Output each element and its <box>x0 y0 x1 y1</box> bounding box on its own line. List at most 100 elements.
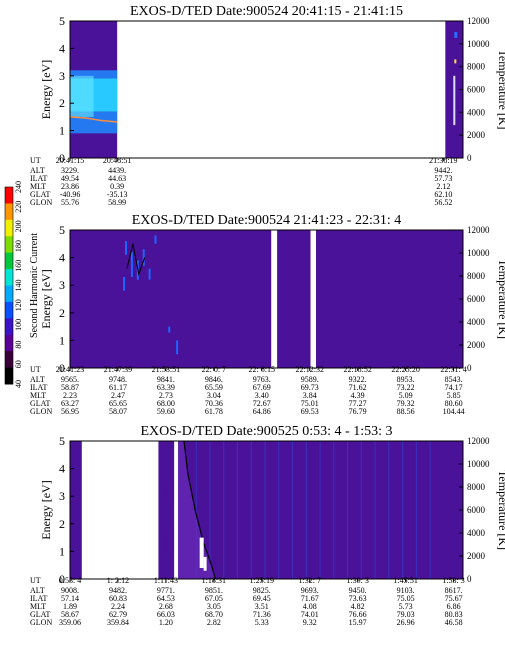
y2-axis-label: Temperature [K] <box>496 259 505 339</box>
colorbar-segment <box>5 236 13 254</box>
y-tick-label: 4 <box>59 462 65 476</box>
streak <box>429 441 431 579</box>
orbit-row-label: GLAT <box>30 190 51 199</box>
orbit-value-glat: 79.32 <box>397 399 415 408</box>
plot-content <box>70 21 463 158</box>
colorbar-segment <box>5 351 13 369</box>
scatter-feature <box>176 340 179 355</box>
orbit-value-ilat: 75.67 <box>445 594 463 603</box>
orbit-value-glat: 62.79 <box>109 610 127 619</box>
orbit-value-mlt: 0.39 <box>110 182 124 191</box>
orbit-value-glat: 71.36 <box>253 610 271 619</box>
orbit-value-glon: 46.58 <box>445 618 463 627</box>
y-tick-label: 3 <box>59 69 65 83</box>
streak <box>347 441 349 579</box>
spike-feature <box>454 59 457 64</box>
colorbar-segment <box>5 367 13 385</box>
orbit-value-glon: 59.60 <box>157 407 175 416</box>
orbit-value-ilat: 73.22 <box>397 383 415 392</box>
orbit-row-label: GLAT <box>30 610 51 619</box>
orbit-value-ut: 20:41:15 <box>56 156 84 165</box>
scatter-feature <box>130 252 133 277</box>
gap-patch <box>203 556 207 571</box>
orbit-value-glat: 68.00 <box>157 399 175 408</box>
orbit-value-glon: 26.96 <box>397 618 415 627</box>
y2-tick-label: 8000 <box>467 62 486 72</box>
y-tick-label: 2 <box>59 306 65 320</box>
orbit-row-label: MLT <box>30 602 46 611</box>
orbit-row-label: GLON <box>30 618 52 627</box>
orbit-value-alt: 9841. <box>157 375 175 384</box>
orbit-row-label: GLON <box>30 407 52 416</box>
colorbar-segment <box>5 187 13 204</box>
orbit-value-alt: 9482. <box>109 586 127 595</box>
y2-axis-label: Temperature [K] <box>496 470 505 550</box>
orbit-value-glat: 72.67 <box>253 399 271 408</box>
orbit-row-label: UT <box>30 365 41 374</box>
y-tick-label: 5 <box>59 434 65 448</box>
orbit-value-mlt: 1.89 <box>63 602 77 611</box>
orbit-value-mlt: 2.68 <box>159 602 173 611</box>
colorbar-tick-label: 240 <box>14 181 23 193</box>
orbit-row-label: ILAT <box>30 594 47 603</box>
orbit-value-ilat: 75.05 <box>397 594 415 603</box>
spike-feature <box>454 31 458 38</box>
streak <box>388 441 390 579</box>
colorbar-segment <box>5 285 13 303</box>
streak <box>333 441 335 579</box>
y2-tick-label: 4000 <box>467 528 486 538</box>
orbit-value-mlt: 3.51 <box>255 602 269 611</box>
orbit-value-mlt: 2.73 <box>159 391 173 400</box>
orbit-value-alt: 8617. <box>445 586 463 595</box>
orbit-value-glat: 63.27 <box>61 399 79 408</box>
orbit-value-ilat: 65.59 <box>205 383 223 392</box>
orbit-value-mlt: 4.82 <box>351 602 365 611</box>
y-axis-label: Energy [eV] <box>39 269 53 328</box>
orbit-value-ut: 21:47:39 <box>104 365 132 374</box>
colorbar-tick-label: 40 <box>14 380 23 388</box>
orbit-value-mlt: 3.84 <box>303 391 317 400</box>
colorbar-tick-label: 220 <box>14 201 23 213</box>
colorbar-segment <box>5 269 13 286</box>
orbit-value-ilat: 71.62 <box>349 383 367 392</box>
orbit-value-glon: 15.97 <box>349 618 367 627</box>
colorbar-tick-label: 200 <box>14 220 23 232</box>
y2-tick-label: 0 <box>467 153 472 163</box>
orbit-row-label: MLT <box>30 182 46 191</box>
orbit-value-glat: 80.60 <box>445 399 463 408</box>
colorbar-segment <box>5 219 13 237</box>
panel-title: EXOS-D/TED Date:900524 20:41:15 - 21:41:… <box>130 4 403 19</box>
scatter-feature <box>123 276 126 291</box>
orbit-value-glat: 58.67 <box>61 610 79 619</box>
orbit-value-ut: 1:32: 7 <box>299 576 321 585</box>
y-axis-label: Energy [eV] <box>39 60 53 119</box>
ion-band-peak <box>70 75 94 117</box>
orbit-value-glon: 64.86 <box>253 407 271 416</box>
streak <box>415 441 417 579</box>
orbit-value-mlt: 3.40 <box>255 391 269 400</box>
orbit-value-alt: 9846. <box>205 375 223 384</box>
orbit-value-glat: -40.96 <box>60 190 81 199</box>
y2-tick-label: 4000 <box>467 107 486 117</box>
orbit-row-label: ALT <box>30 166 45 175</box>
orbit-value-ilat: 49.54 <box>61 174 79 183</box>
scatter-feature <box>168 326 171 333</box>
orbit-value-ilat: 60.83 <box>109 594 127 603</box>
orbit-value-ilat: 44.63 <box>108 174 126 183</box>
orbit-value-alt: 9748. <box>109 375 127 384</box>
orbit-value-alt: 4439. <box>108 166 126 175</box>
orbit-value-glat: -35.13 <box>107 190 128 199</box>
data-segment <box>316 230 463 368</box>
orbit-value-mlt: 2.47 <box>111 391 125 400</box>
orbit-value-ilat: 57.14 <box>61 594 79 603</box>
orbit-row-label: GLON <box>30 198 52 207</box>
streak <box>223 441 225 579</box>
dark-trace <box>126 243 146 277</box>
colorbar-tick-label: 80 <box>14 341 23 349</box>
orbit-value-ut: 22: 6:15 <box>249 365 275 374</box>
colorbar-tick-label: 160 <box>14 260 23 272</box>
orbit-value-ut: 22:12:32 <box>296 365 324 374</box>
colorbar-tick-label: 180 <box>14 240 23 252</box>
orbit-value-ut: 22:25:20 <box>391 365 419 374</box>
streak <box>402 441 404 579</box>
